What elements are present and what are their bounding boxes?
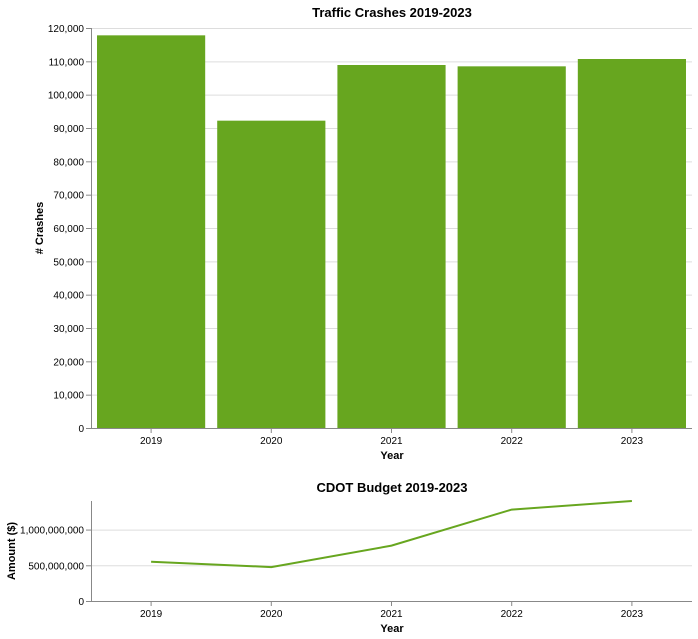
crashes-x-tick-label: 2021 xyxy=(380,436,403,447)
budget-x-tick-label: 2019 xyxy=(140,609,163,620)
budget-line-chart: CDOT Budget 2019-2023 0 500,000,000 1,000,… xyxy=(6,480,692,635)
crashes-y-tick-label: 40,000 xyxy=(53,291,84,302)
crashes-bar-2021 xyxy=(337,65,446,428)
crashes-y-tick-label: 50,000 xyxy=(53,257,84,268)
crashes-x-tick-label: 2019 xyxy=(140,436,163,447)
crashes-y-tick-label: 120,000 xyxy=(48,24,85,35)
budget-line xyxy=(151,500,632,569)
budget-x-tick-label: 2023 xyxy=(621,609,644,620)
crashes-y-tick-label: 30,000 xyxy=(53,324,84,335)
budget-y-axis: 0 500,000,000 1,000,000,000 xyxy=(20,501,92,608)
crashes-bar-chart: Traffic Crashes 2019-2023 0 10,000 20,000 3… xyxy=(34,5,692,462)
budget-line-series xyxy=(151,500,632,569)
budget-x-tick-label: 2020 xyxy=(260,609,283,620)
crashes-y-tick-label: 0 xyxy=(78,424,84,435)
crashes-x-tick-label: 2020 xyxy=(260,436,283,447)
crashes-y-tick-label: 70,000 xyxy=(53,191,84,202)
crashes-y-axis: 0 10,000 20,000 30,000 40,000 50,000 60,000 70,… xyxy=(48,24,92,435)
crashes-bar-2022 xyxy=(457,66,566,428)
budget-y-tick-label: 0 xyxy=(78,597,84,608)
crashes-y-axis-title: # Crashes xyxy=(34,202,46,255)
budget-x-tick-label: 2022 xyxy=(501,609,524,620)
budget-y-tick-label: 1,000,000,000 xyxy=(20,526,84,537)
budget-y-tick-label: 500,000,000 xyxy=(28,561,84,572)
crashes-y-tick-label: 60,000 xyxy=(53,224,84,235)
crashes-bars xyxy=(97,35,686,429)
budget-x-axis-title: Year xyxy=(380,623,404,635)
crashes-x-tick-label: 2023 xyxy=(621,436,644,447)
crashes-x-axis-title: Year xyxy=(380,450,404,462)
budget-gridlines xyxy=(91,529,692,602)
crashes-y-tick-label: 20,000 xyxy=(53,357,84,368)
budget-y-axis-title: Amount ($) xyxy=(6,522,18,580)
crashes-chart-title: Traffic Crashes 2019-2023 xyxy=(312,5,472,20)
crashes-y-tick-label: 110,000 xyxy=(49,57,85,68)
crashes-y-tick-label: 80,000 xyxy=(53,157,84,168)
crashes-x-axis: 2019 2020 2021 2022 2023 xyxy=(91,428,692,447)
crashes-bar-2019 xyxy=(97,35,206,428)
crashes-bar-2020 xyxy=(217,120,326,429)
crashes-y-tick-label: 100,000 xyxy=(48,91,85,102)
budget-x-axis: 2019 2020 2021 2022 2023 xyxy=(91,601,692,620)
budget-x-tick-label: 2021 xyxy=(380,609,403,620)
crashes-y-tick-label: 90,000 xyxy=(53,124,84,135)
crashes-y-tick-label: 10,000 xyxy=(53,391,84,402)
budget-chart-title: CDOT Budget 2019-2023 xyxy=(317,480,468,495)
crashes-x-tick-label: 2022 xyxy=(501,436,524,447)
crashes-bar-2023 xyxy=(577,59,686,428)
